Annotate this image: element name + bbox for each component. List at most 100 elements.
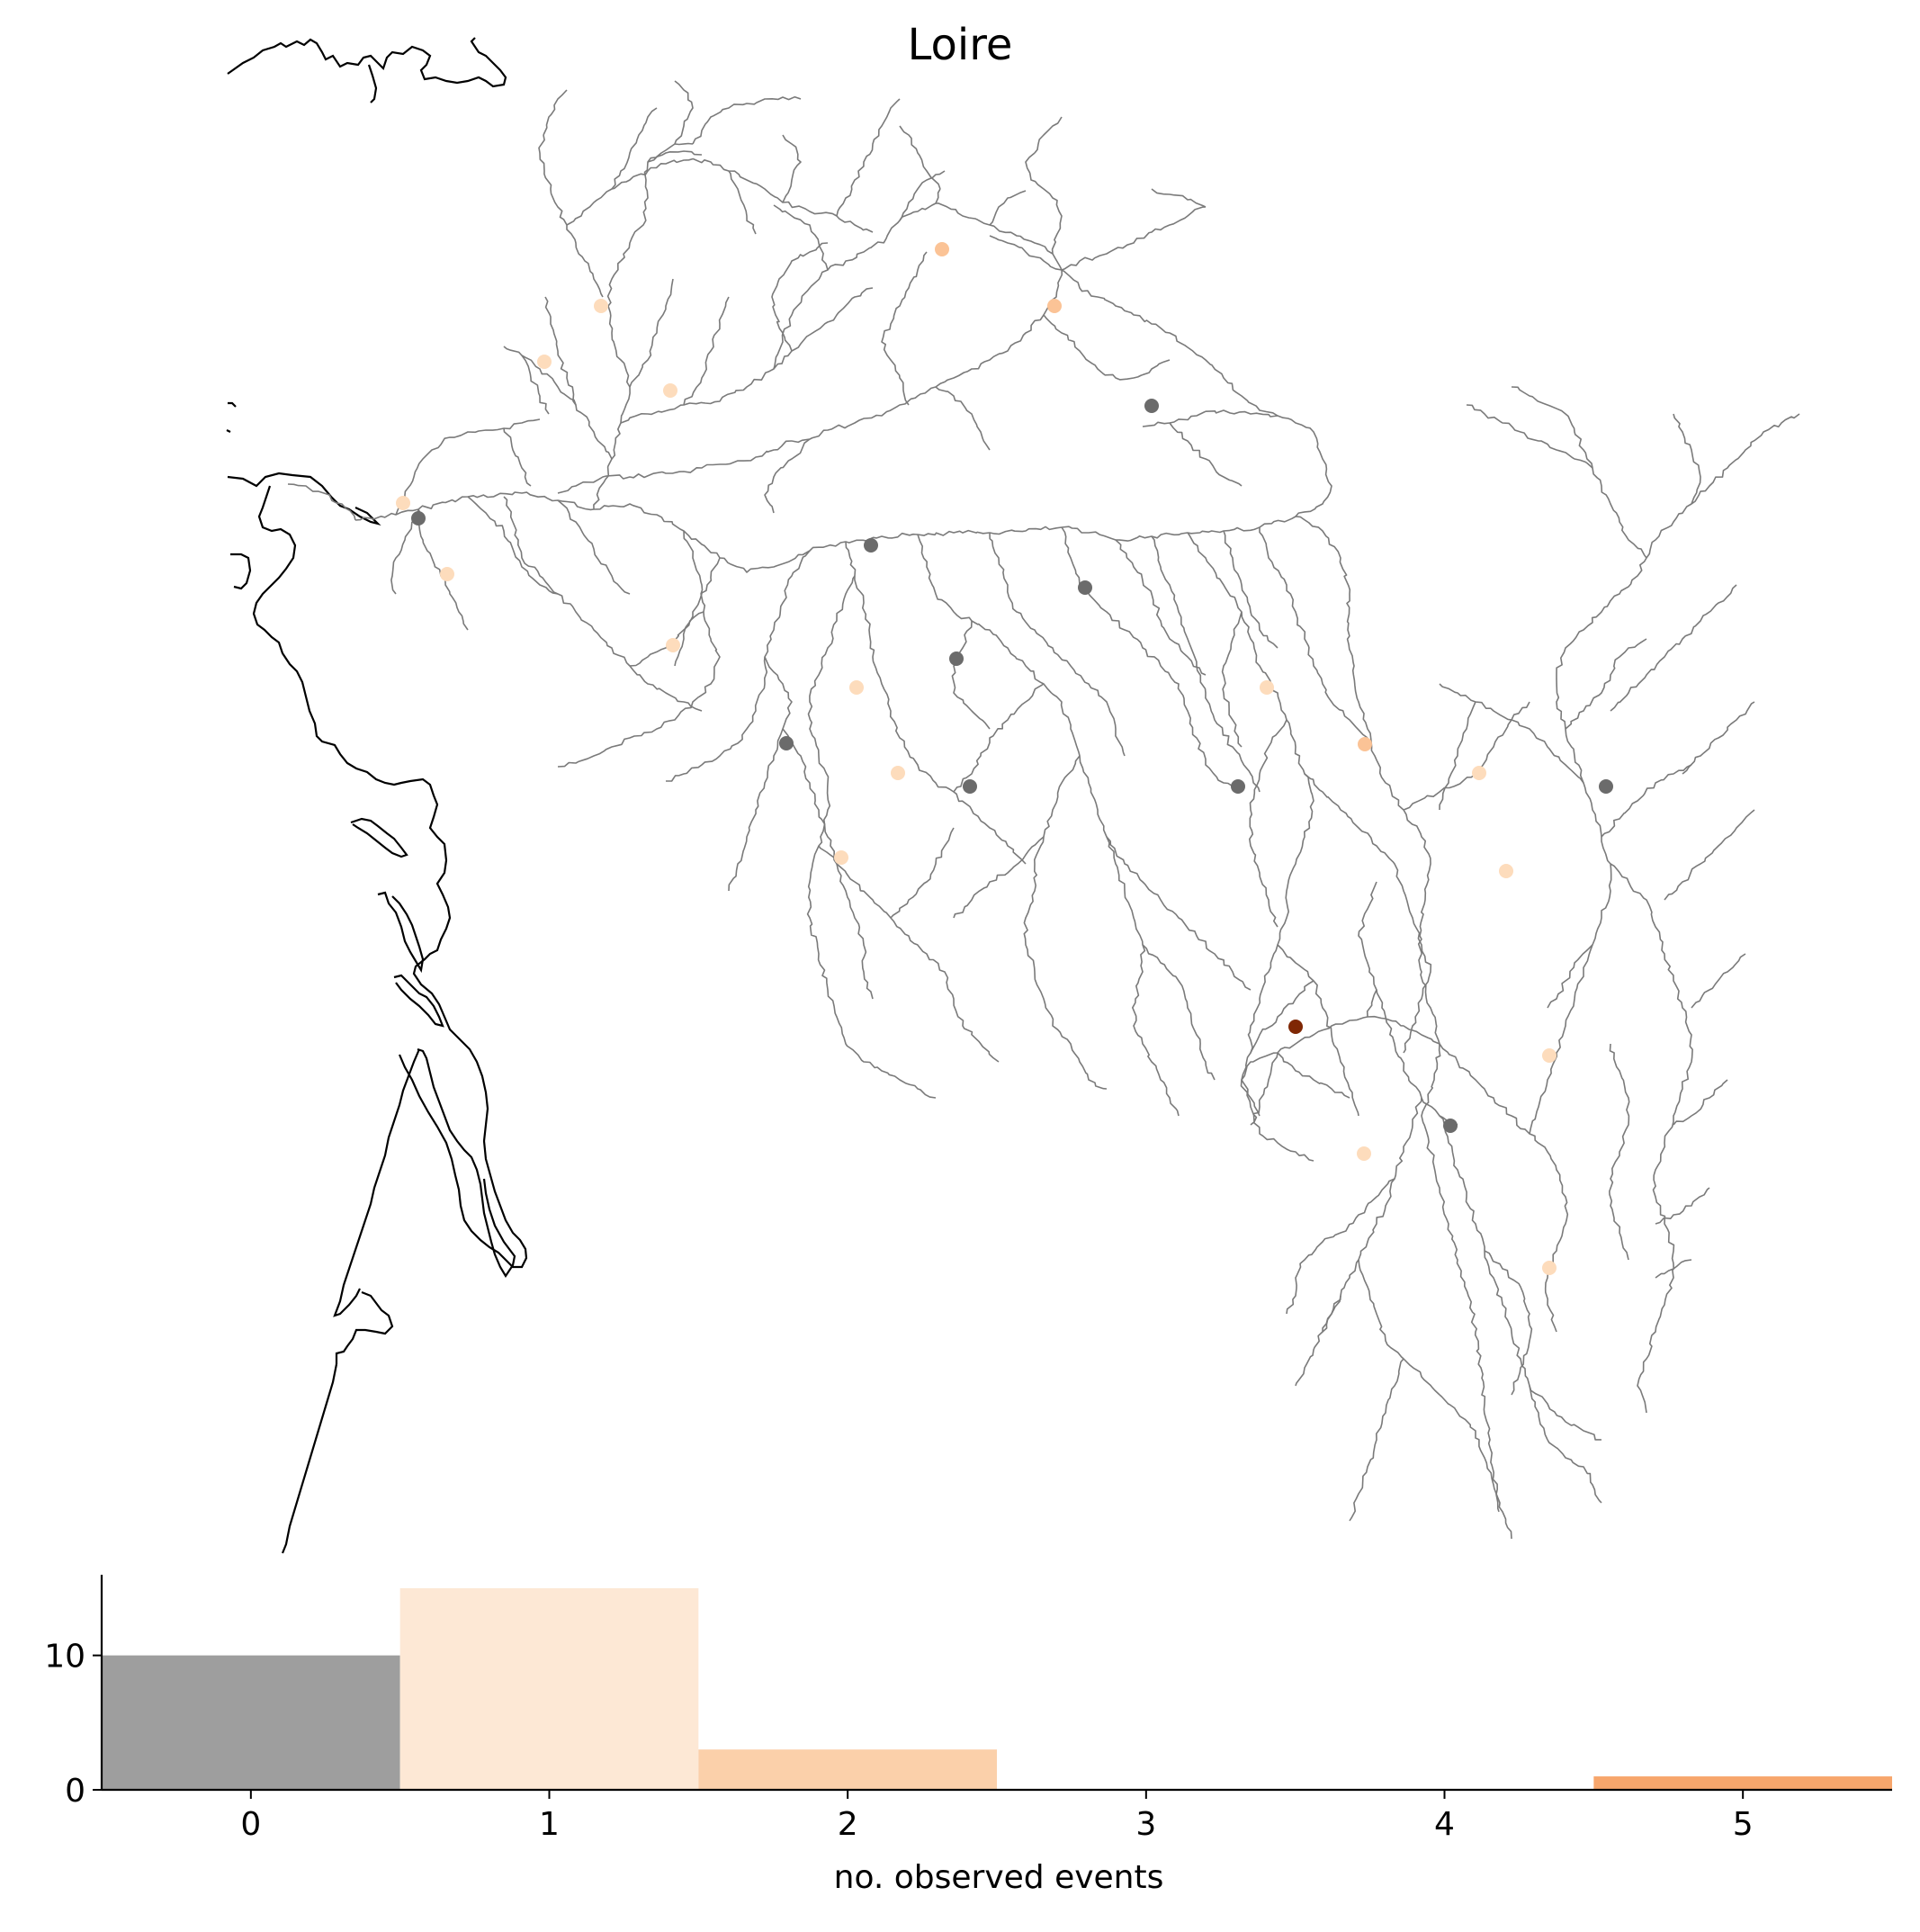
station-marker — [1472, 766, 1486, 780]
river-segment — [1610, 584, 1737, 712]
river-segment — [1655, 1187, 1710, 1225]
river-segment — [1043, 314, 1171, 381]
river-segment — [1187, 532, 1314, 1081]
river-segment — [683, 296, 730, 406]
river-segment — [764, 438, 811, 514]
river-segment — [1610, 863, 1693, 1414]
x-axis-label: no. observed events — [834, 1859, 1164, 1896]
river-segment — [1439, 1043, 1569, 1333]
river-segment — [1169, 422, 1243, 487]
river-segment — [1240, 1079, 1314, 1162]
x-tick-label: 1 — [539, 1806, 560, 1843]
station-marker — [779, 736, 794, 750]
histogram-axes: 0 1 2 3 4 5 0 10 — [44, 1575, 1892, 1843]
river-segment — [417, 508, 469, 631]
river-segment — [1439, 683, 1584, 784]
river-segment — [1250, 1052, 1279, 1126]
river-segment — [629, 611, 704, 667]
river-segment — [1277, 944, 1359, 1117]
station-marker — [834, 850, 848, 865]
river-segment — [1673, 413, 1701, 505]
station-marker — [440, 567, 454, 581]
station-marker — [864, 538, 878, 553]
river-segment — [1025, 152, 1063, 255]
river-segment — [1358, 881, 1377, 1018]
river-segment — [899, 170, 946, 221]
river-segment — [1565, 638, 1647, 730]
station-marker — [396, 496, 410, 510]
river-segment — [354, 491, 1500, 1513]
river-segment — [1682, 701, 1755, 775]
river-segment — [557, 499, 631, 595]
histogram-bar — [399, 1587, 699, 1790]
river-segment — [1295, 1295, 1341, 1387]
river-segment — [1115, 539, 1207, 676]
river-segment — [1221, 611, 1243, 748]
river-segment — [806, 575, 937, 1099]
river-segment — [818, 845, 1000, 1063]
river-segment — [890, 827, 955, 919]
river-segment — [674, 80, 694, 145]
station-marker — [1599, 779, 1613, 794]
histogram-bar — [102, 1655, 400, 1790]
station-marker — [411, 511, 426, 526]
river-segment — [1547, 944, 1593, 1009]
histogram-bar — [698, 1749, 997, 1790]
river-segment — [1376, 989, 1458, 1126]
river-segment — [1403, 701, 1530, 811]
station-marker — [1288, 1020, 1303, 1034]
histogram-bars — [102, 1587, 1892, 1790]
river-segment — [836, 98, 901, 217]
river-segment — [989, 190, 1027, 226]
river-segment — [395, 418, 541, 516]
river-segment — [557, 530, 721, 768]
river-segment — [881, 251, 928, 406]
river-segment — [1439, 701, 1476, 811]
river-segment — [544, 296, 613, 460]
station-marker — [891, 766, 905, 780]
river-segment — [666, 550, 811, 782]
river-segment — [1439, 1394, 1512, 1540]
x-tick-label: 2 — [838, 1806, 858, 1843]
river-segment — [951, 620, 991, 730]
river-segment — [606, 260, 631, 388]
coastline — [226, 37, 528, 1554]
river-segment — [1249, 719, 1287, 928]
river-segment — [692, 95, 802, 145]
histogram-bar — [1593, 1776, 1892, 1790]
river-segment — [1151, 188, 1207, 208]
river-segment — [503, 496, 703, 712]
river-segment — [845, 541, 1027, 865]
station-marker — [1358, 737, 1372, 751]
river-segment — [728, 656, 793, 892]
river-segment — [1673, 1079, 1728, 1126]
river-segment — [1349, 1358, 1404, 1522]
river-segment — [503, 427, 532, 487]
river-segment — [1142, 944, 1216, 1081]
river-segment — [989, 235, 1063, 271]
river-segment — [1358, 1259, 1440, 1396]
river-segment — [989, 532, 1126, 757]
river-segment — [1023, 755, 1108, 1090]
river-segment — [935, 386, 991, 451]
river-segment — [953, 836, 1045, 919]
river-segment — [791, 202, 1063, 444]
river-segment — [1304, 773, 1432, 1054]
river-lines — [287, 80, 1800, 1540]
river-segment — [1259, 527, 1368, 739]
river-segment — [674, 557, 721, 667]
y-tick-label: 0 — [65, 1773, 85, 1810]
river-segment — [1106, 836, 1252, 991]
river-segment — [593, 278, 674, 510]
river-segment — [1547, 1439, 1602, 1504]
river-segment — [1646, 413, 1800, 559]
station-marker — [663, 383, 677, 398]
river-segment — [1223, 530, 1279, 649]
river-segment — [1484, 1250, 1533, 1396]
river-segment — [566, 157, 874, 233]
station-marker — [1231, 779, 1245, 794]
river-segment — [1061, 206, 1207, 271]
river-segment — [1061, 526, 1243, 793]
x-tick-label: 4 — [1434, 1806, 1455, 1843]
river-segment — [782, 728, 874, 1000]
